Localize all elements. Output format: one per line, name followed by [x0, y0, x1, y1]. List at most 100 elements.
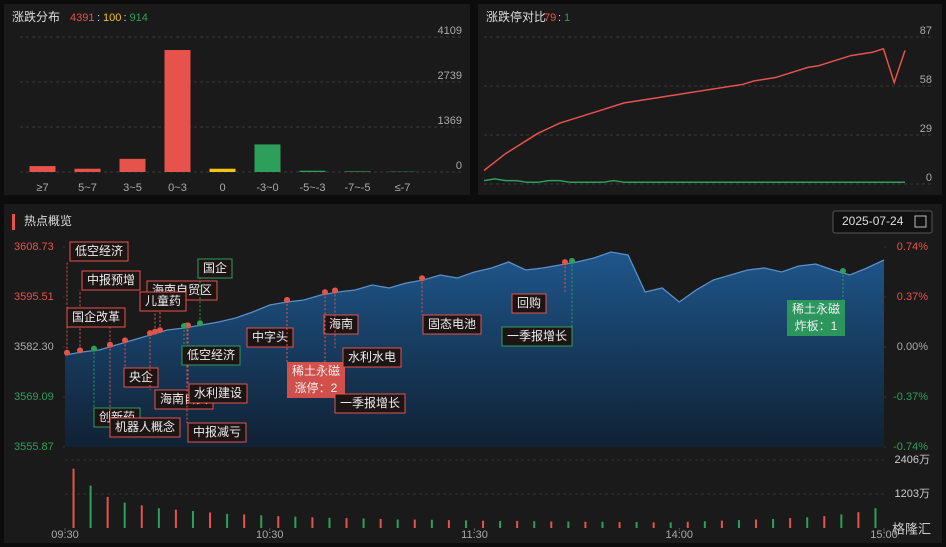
tag-label: 固态电池 [428, 317, 476, 331]
volume-bar [243, 514, 246, 528]
panel-title: 涨跌分布 [12, 9, 60, 24]
tag [787, 300, 845, 336]
volume-bar [277, 516, 280, 528]
x-tick-label: 3~5 [123, 182, 142, 194]
volume-bar [567, 521, 570, 528]
count: 1 [564, 12, 570, 24]
date-picker[interactable] [832, 210, 933, 234]
y-tick-label: 87 [920, 25, 932, 37]
dot [77, 347, 83, 354]
tag [188, 383, 248, 404]
bar [164, 50, 191, 172]
bar [74, 168, 101, 172]
tag [197, 258, 233, 279]
y-tick-label: 3608.73 [14, 241, 54, 253]
volume-bar [260, 515, 263, 528]
dot [107, 341, 113, 348]
dot [152, 328, 158, 335]
volume-bar [294, 516, 297, 528]
volume-bar [191, 511, 194, 528]
volume-bar [123, 502, 126, 528]
dot [322, 289, 328, 296]
volume-bar [652, 522, 655, 528]
tag [422, 314, 482, 335]
volume-bar [737, 520, 740, 528]
y-tick-label: 3582.30 [14, 341, 54, 353]
dot [91, 345, 97, 352]
tag [511, 293, 547, 314]
tag-label: 机器人概念 [115, 419, 175, 434]
y-tick-label: 0 [926, 172, 932, 184]
tag [187, 422, 247, 443]
x-tick-label: 0 [219, 182, 225, 194]
bar [209, 168, 236, 172]
bar [29, 166, 56, 172]
dot [419, 275, 425, 282]
tag-label: 涨停：2 [295, 380, 338, 395]
bar [119, 158, 146, 172]
volume-bar [584, 521, 587, 528]
tag [109, 417, 181, 438]
tag [501, 326, 573, 347]
tag-label: 低空经济 [75, 243, 123, 258]
count: 914 [130, 12, 148, 24]
dot [64, 349, 70, 356]
volume-bar [157, 508, 160, 528]
tag-label: 央企 [129, 369, 153, 384]
tag [246, 327, 294, 348]
volume-bar [174, 509, 177, 528]
volume-bar [396, 519, 399, 528]
volume-bar [772, 518, 775, 528]
tag [323, 314, 359, 335]
volume-bar [311, 517, 314, 528]
date[interactable]: 2025-07-24 [842, 214, 904, 228]
volume-bar [516, 520, 519, 528]
y2-tick-label: 0.00% [897, 341, 928, 353]
tag [66, 307, 126, 328]
count: 79 [544, 12, 556, 24]
tag-label: 中报减亏 [193, 424, 241, 439]
volume-bar [635, 522, 638, 528]
y-tick-label: 58 [920, 74, 932, 86]
dot [332, 287, 338, 294]
tag [287, 362, 345, 398]
y2-tick-label: -0.74% [893, 441, 928, 453]
y-tick-label: 1369 [438, 115, 462, 127]
tag-label: 国企 [203, 260, 227, 275]
volume-bar [618, 522, 621, 528]
dot [157, 327, 163, 334]
volume-bar [840, 514, 843, 528]
y2-tick-label: -0.37% [893, 391, 928, 403]
volume-bar [226, 513, 229, 528]
count: 4391 [70, 12, 94, 24]
y-tick-label: 3555.87 [14, 441, 54, 453]
dot [284, 296, 290, 303]
tag-label: 国企改革 [72, 309, 120, 324]
calendar-icon[interactable] [914, 215, 927, 228]
volume-bar [499, 520, 502, 528]
tag-label: 儿童药 [145, 293, 181, 308]
x-tick-label: -3~0 [256, 182, 278, 194]
volume-bar [89, 485, 92, 528]
volume-bar [345, 518, 348, 528]
accent [12, 214, 15, 230]
y-tick-label: 2739 [438, 70, 462, 82]
tag-label: 低空经济 [187, 347, 235, 362]
volume-bar [482, 520, 485, 528]
volume-bar [703, 521, 706, 528]
volume-bar [550, 521, 553, 528]
y-tick-label: 3595.51 [14, 291, 54, 303]
y-tick-label: 29 [920, 123, 932, 135]
tag-label: 回购 [517, 295, 541, 310]
dot [181, 323, 187, 330]
tag-label: 水利水电 [348, 350, 396, 364]
volume-bar [209, 512, 212, 528]
bar [299, 170, 326, 172]
dot [562, 259, 568, 266]
y-tick-label: 4109 [438, 25, 462, 37]
y-tick-label: 0 [456, 160, 462, 172]
volume-bar [413, 519, 416, 528]
line [483, 47, 906, 172]
x-tick-label: 5~7 [78, 182, 97, 194]
